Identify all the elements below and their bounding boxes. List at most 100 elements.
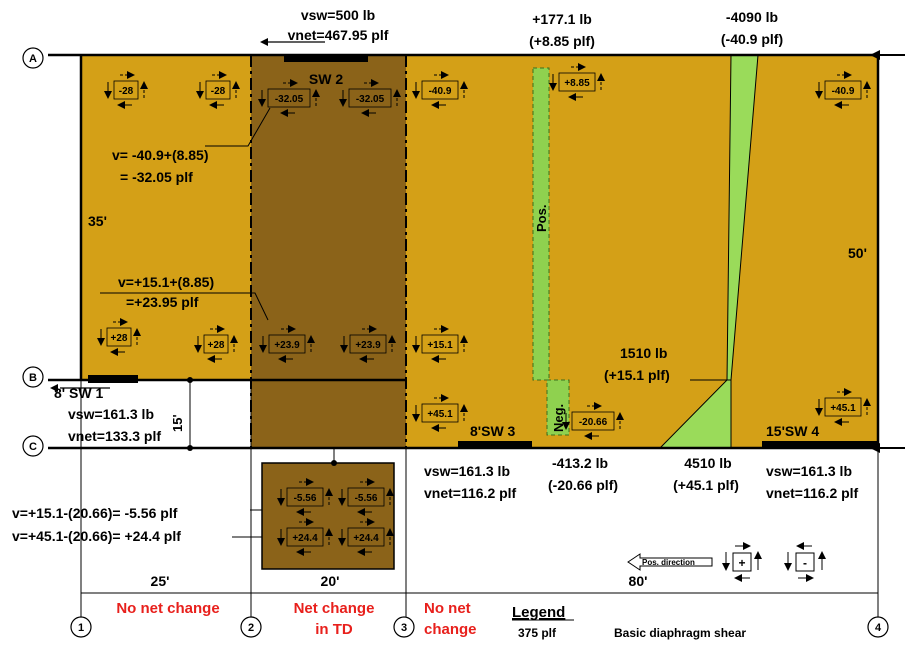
element-box [267, 88, 311, 108]
equation-1a: v= -40.9+(8.85) [112, 147, 209, 163]
element-symbols: -28 -28 -32.05 -32.05 -40.9 +8.85 -40.9 +28 +28 +… [97, 63, 871, 556]
element-value: +24.4 [292, 533, 318, 544]
arrowhead-icon [870, 50, 880, 60]
element-symbol-e2: -28 [196, 71, 240, 109]
grid-bubble-3: 3 [393, 616, 415, 638]
element-box [348, 88, 392, 108]
leader-eq2 [100, 292, 269, 321]
leader-eq1 [205, 107, 271, 147]
element-symbol-e5: -40.9 [412, 71, 468, 109]
element-symbol-t2: -5.56 [338, 478, 394, 516]
dim-25-label: 25' [151, 573, 170, 589]
equation-2b: =+23.95 plf [126, 294, 199, 310]
sw4-label: 15'SW 4 [766, 423, 819, 439]
element-symbol-e4: -32.05 [339, 79, 401, 117]
grid-bubble-a: A [22, 47, 44, 69]
element-value: +45.1 [427, 409, 453, 420]
grid-label-c: C [29, 441, 37, 453]
legend-pos-direction: Pos. direction [627, 553, 713, 571]
equation-4: v=+45.1-(20.66)= +24.4 plf [12, 528, 181, 544]
element-symbol-e9: +28 [194, 325, 238, 363]
element-box [558, 72, 596, 92]
element-symbol-t1: -5.56 [277, 478, 333, 516]
element-symbol-e14: -20.66 [562, 402, 624, 440]
negative-strip [546, 379, 570, 436]
sw4-vsw-label: vsw=161.3 lb [766, 463, 852, 479]
shear-wall-1 [88, 375, 138, 383]
equation-3: v=+15.1-(20.66)= -5.56 plf [12, 505, 178, 521]
element-box [421, 80, 459, 100]
element-box [286, 487, 324, 507]
element-value: -40.9 [832, 86, 855, 97]
legend-minus-box [795, 552, 815, 572]
element-value: +23.9 [274, 340, 300, 351]
element-symbol-e8: +28 [97, 318, 141, 356]
pos-strip-label: Pos. [534, 205, 549, 232]
legend-description: Basic diaphragm shear [614, 626, 746, 640]
element-value: +28 [208, 340, 225, 351]
dim-35-label: 35' [88, 213, 107, 229]
chord-pos-force-label: +177.1 lb [532, 11, 592, 27]
grid-bubble-c: C [22, 435, 44, 457]
grid-label-a: A [29, 53, 37, 65]
transfer-diaphragm-zone [251, 55, 406, 448]
legend-minus-symbol: - [784, 542, 826, 582]
element-box [421, 403, 459, 423]
dim-15-dot-top [187, 377, 193, 383]
element-value: +28 [111, 333, 128, 344]
dim-15-label: 15' [170, 414, 185, 432]
element-box [203, 334, 229, 354]
chord-4510-label: 4510 lb [684, 455, 731, 471]
sw1-vnet-label: vnet=133.3 plf [68, 428, 161, 444]
element-value: +45.1 [830, 403, 856, 414]
grid-bubble-b: B [22, 366, 44, 388]
element-box [268, 334, 306, 354]
element-value: +24.4 [353, 533, 379, 544]
chord-neg-plf-label: (-40.9 plf) [721, 31, 783, 47]
element-symbol-e15: +45.1 [815, 388, 871, 426]
pos-direction-arrow-icon [627, 553, 713, 571]
note-net-change: Net change [294, 600, 375, 617]
equation-2a: v=+15.1+(8.85) [118, 274, 214, 290]
grid-bubble-1: 1 [70, 616, 92, 638]
element-value: +8.85 [564, 78, 590, 89]
chord-pos-plf-label: (+8.85 plf) [529, 33, 595, 49]
chord-413-label: -413.2 lb [552, 455, 608, 471]
element-value: -32.05 [275, 94, 304, 105]
chord-413-plf-label: (-20.66 plf) [548, 477, 618, 493]
sw2-vnet-label: vnet=467.95 plf [288, 27, 389, 43]
pos-direction-label: Pos. direction [642, 558, 695, 567]
sw1-label: 8' SW 1 [54, 385, 103, 401]
sw3-label: 8'SW 3 [470, 423, 516, 439]
grid-label-3: 3 [401, 622, 407, 634]
element-symbol-t3: +24.4 [277, 518, 333, 556]
sw1-vsw-label: vsw=161.3 lb [68, 406, 154, 422]
legend-plus-symbol: + [722, 542, 762, 582]
element-symbol-e10: +23.9 [259, 325, 315, 363]
grid-label-2: 2 [248, 622, 254, 634]
grid-bubble-4: 4 [867, 616, 889, 638]
element-box [106, 327, 132, 347]
element-box [824, 397, 862, 417]
grid-label-4: 4 [875, 622, 882, 634]
element-symbol-e1: -28 [104, 71, 148, 109]
element-value: -40.9 [429, 86, 452, 97]
chord-neg-force-label: -4090 lb [726, 9, 778, 25]
element-symbol-e12: +15.1 [412, 325, 468, 363]
arrowhead-icon [870, 443, 880, 453]
element-value: -5.56 [294, 493, 317, 504]
leader-lines [100, 107, 271, 538]
element-value: -32.05 [356, 94, 385, 105]
element-symbol-e11: +23.9 [340, 325, 396, 363]
legend-plus-box [732, 552, 752, 572]
grid-bubble-2: 2 [240, 616, 262, 638]
chord-1510-label: 1510 lb [620, 345, 667, 361]
arrowhead-icon [260, 38, 268, 46]
element-box [347, 487, 385, 507]
element-symbol-e13: +45.1 [412, 394, 468, 432]
element-symbol-e3: -32.05 [258, 79, 320, 117]
element-box [824, 80, 862, 100]
chord-1510-plf-label: (+15.1 plf) [604, 367, 670, 383]
equation-1b: = -32.05 plf [120, 169, 193, 185]
